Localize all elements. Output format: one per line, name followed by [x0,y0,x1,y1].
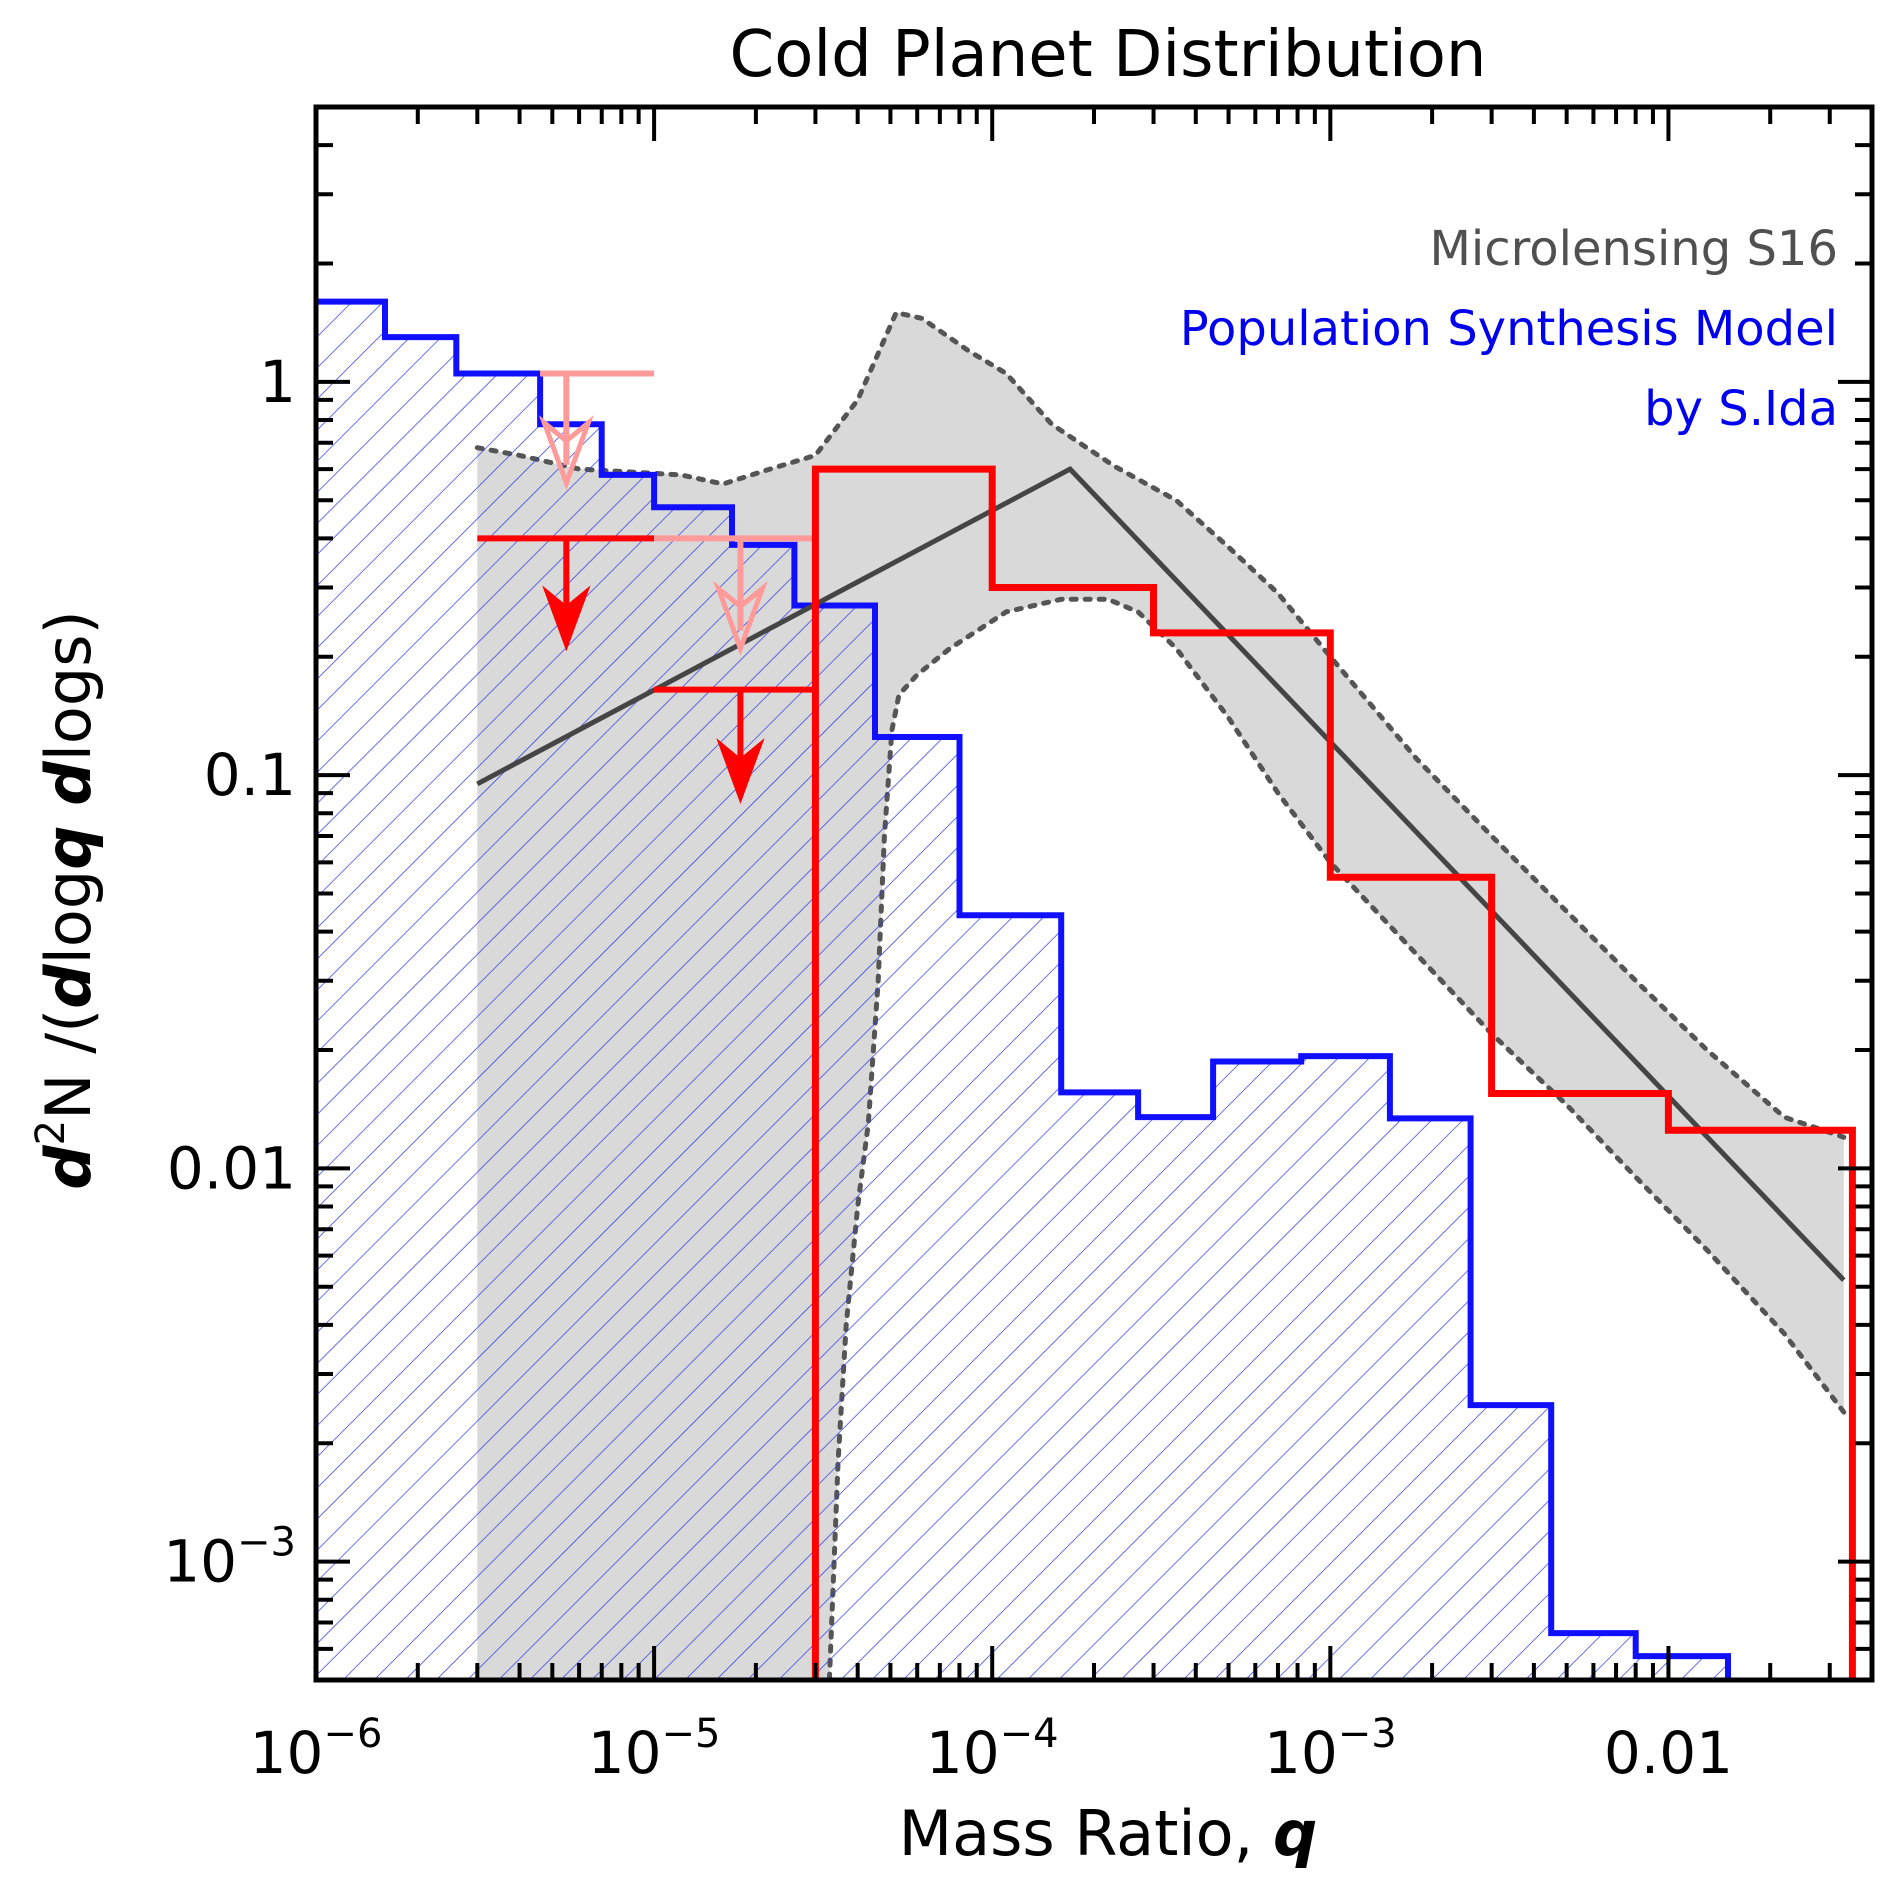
x-tick-label: 10−3 [1264,1711,1397,1787]
upper-limit-arrowhead [716,738,765,805]
x-axis-title: Mass Ratio, q [899,1797,1318,1870]
axes-layer: 10−6 10−5 10−4 10−3 0.01 10−3 0.01 0.1 1 [163,104,1875,1787]
y-tick-label: 0.1 [204,741,296,809]
legend-entry-microlensing: Microlensing S16 [1429,221,1838,277]
upper-limit-1 [654,686,816,805]
chart-title: Cold Planet Distribution [730,18,1487,92]
y-tick-label: 10−3 [163,1520,296,1596]
x-tick-label: 10−4 [926,1711,1059,1787]
observed-histogram [811,465,1856,1680]
band-upper-edge [474,309,1847,1140]
legend-entry-by-ida: by S.Ida [1644,381,1838,437]
y-tick-label: 1 [259,348,296,416]
plot-area [316,298,1856,1680]
upper-limit-3 [654,535,816,656]
legend-entry-population-synthesis: Population Synthesis Model [1180,301,1838,357]
model-histogram-outline [316,298,1731,1680]
x-tick-label: 10−5 [588,1711,721,1787]
upper-limit-arrowhead [542,585,591,652]
microlensing-fit-line [476,466,1846,1282]
legend: Microlensing S16 Population Synthesis Mo… [1180,221,1838,437]
upper-limit-arrowhead [538,415,594,491]
upper-limit-0 [477,535,655,652]
x-tick-label: 0.01 [1604,1719,1733,1787]
y-axis-title: d2N /(dlogq dlogs) [28,610,105,1189]
model-hatch-area [316,301,1728,1680]
y-tick-label: 0.01 [167,1134,296,1202]
upper-limit-arrowhead [712,580,768,656]
upper-limit-2 [538,370,655,491]
x-tick-label: 10−6 [250,1711,383,1787]
